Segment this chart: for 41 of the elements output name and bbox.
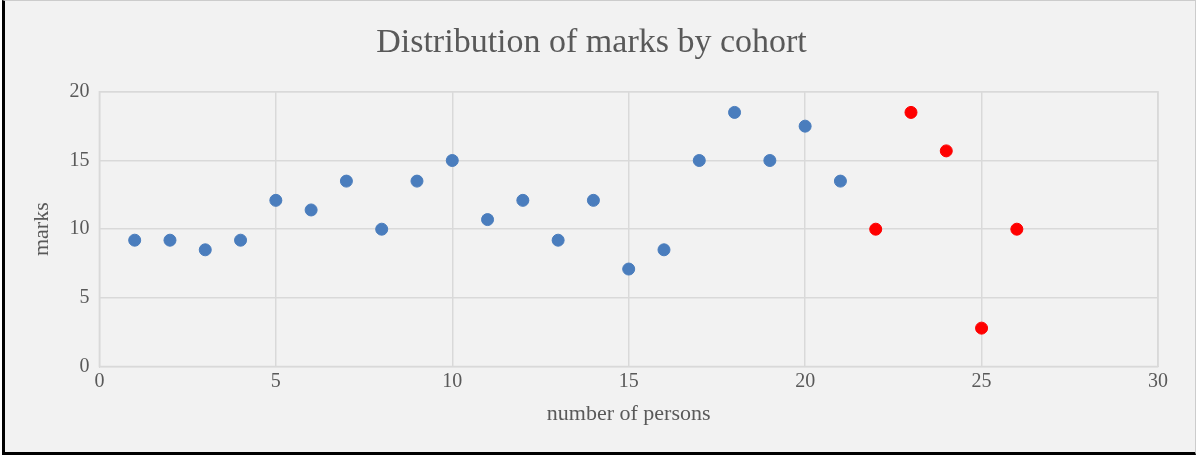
point (869, 222, 883, 236)
x-tick-label: 30 (1148, 368, 1168, 391)
y-tick-label: 20 (69, 79, 90, 102)
point (375, 222, 389, 236)
point (833, 174, 847, 188)
point (445, 154, 459, 167)
point (481, 213, 495, 227)
x-axis-title: number of persons (546, 399, 711, 425)
x-tick-label: 20 (795, 368, 816, 391)
chart-title: Distribution of marks by cohort (376, 22, 808, 60)
point (904, 105, 918, 119)
x-tick-label: 5 (270, 368, 281, 391)
point (622, 262, 636, 276)
x-tick-label: 0 (94, 368, 105, 391)
point (128, 233, 142, 247)
point (975, 321, 989, 335)
point (657, 243, 671, 257)
y-axis-title: marks (27, 202, 53, 257)
point (939, 144, 953, 158)
point (304, 203, 318, 217)
y-tick-label: 10 (69, 216, 90, 239)
y-tick-label: 5 (79, 285, 90, 308)
x-tick-label: 15 (618, 368, 639, 391)
point (763, 154, 777, 167)
x-tick-label: 10 (442, 368, 463, 391)
point (410, 174, 424, 188)
point (269, 193, 283, 207)
y-tick-label: 15 (69, 147, 90, 170)
x-tick-label: 25 (971, 368, 992, 391)
point (198, 243, 212, 257)
point (163, 233, 177, 247)
point (586, 193, 600, 207)
point (728, 105, 742, 119)
point (692, 154, 706, 167)
point (1010, 222, 1024, 236)
point (551, 233, 565, 247)
point (516, 193, 530, 207)
point (798, 119, 812, 133)
point (339, 174, 353, 188)
y-tick-label: 0 (79, 353, 90, 376)
point (234, 233, 248, 247)
